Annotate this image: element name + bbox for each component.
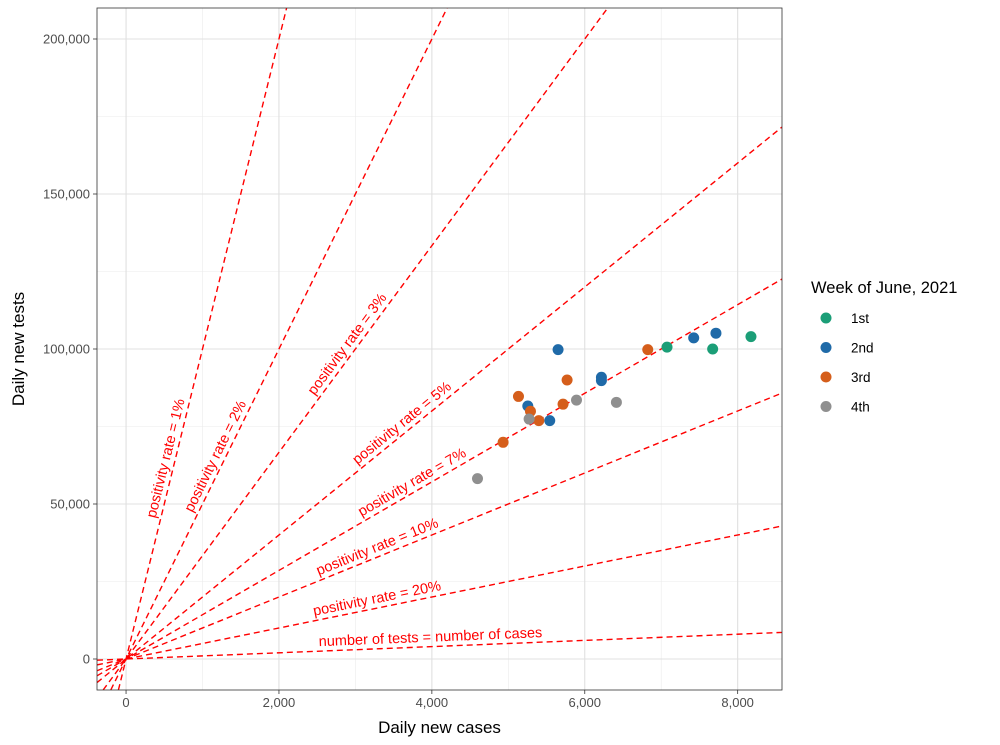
legend-key-2nd: [820, 342, 832, 353]
reference-line: [102, 8, 609, 690]
data-point-3rd: [533, 415, 545, 427]
data-point-4th: [471, 473, 483, 485]
data-point-3rd: [497, 436, 509, 448]
legend-label: 4th: [851, 400, 870, 415]
data-point-3rd: [642, 344, 654, 356]
x-tick-label: 8,000: [721, 695, 754, 710]
y-tick-label: 100,000: [43, 342, 90, 357]
data-point-4th: [523, 413, 535, 425]
x-tick-label: 4,000: [416, 695, 449, 710]
legend: Week of June, 2021 1st 2nd 3rd 4th: [811, 279, 957, 415]
y-tick-label: 0: [83, 652, 90, 667]
x-tick-label: 6,000: [568, 695, 601, 710]
reference-line: [110, 8, 448, 690]
legend-label: 3rd: [851, 370, 871, 385]
legend-title: Week of June, 2021: [811, 279, 957, 297]
reference-line: [97, 278, 782, 677]
x-tick-label: 0: [122, 695, 129, 710]
x-tick-label: 2,000: [263, 695, 296, 710]
data-point-2nd: [544, 415, 556, 427]
data-point-2nd: [688, 332, 700, 344]
y-tick-label: 200,000: [43, 32, 90, 47]
y-tick-label: 50,000: [50, 497, 90, 512]
data-point-3rd: [557, 398, 569, 410]
data-point-4th: [571, 394, 582, 406]
x-axis-label: Daily new cases: [378, 718, 501, 737]
legend-key-3rd: [820, 371, 832, 383]
data-point-1st: [745, 331, 757, 343]
data-points: [471, 327, 757, 485]
x-axis: 0 2,000 4,000 6,000 8,000: [122, 690, 754, 710]
data-point-2nd: [595, 375, 607, 387]
reference-line: [97, 631, 782, 661]
reference-line: [97, 392, 782, 672]
y-tick-label: 150,000: [43, 187, 90, 202]
y-axis: 0 50,000 100,000 150,000 200,000: [43, 32, 97, 667]
data-point-3rd: [561, 374, 573, 386]
data-point-2nd: [710, 327, 722, 339]
reference-line: [117, 8, 288, 690]
legend-label: 2nd: [851, 341, 874, 356]
reference-line: [97, 525, 782, 666]
legend-key-1st: [820, 312, 832, 324]
y-axis-label: Daily new tests: [9, 292, 28, 406]
data-point-1st: [707, 343, 719, 355]
data-point-2nd: [552, 344, 564, 356]
legend-label: 1st: [851, 311, 869, 326]
data-point-1st: [661, 341, 673, 353]
legend-key-4th: [820, 401, 832, 412]
data-point-4th: [610, 396, 622, 408]
reference-line: [97, 126, 782, 684]
data-point-3rd: [512, 390, 524, 402]
